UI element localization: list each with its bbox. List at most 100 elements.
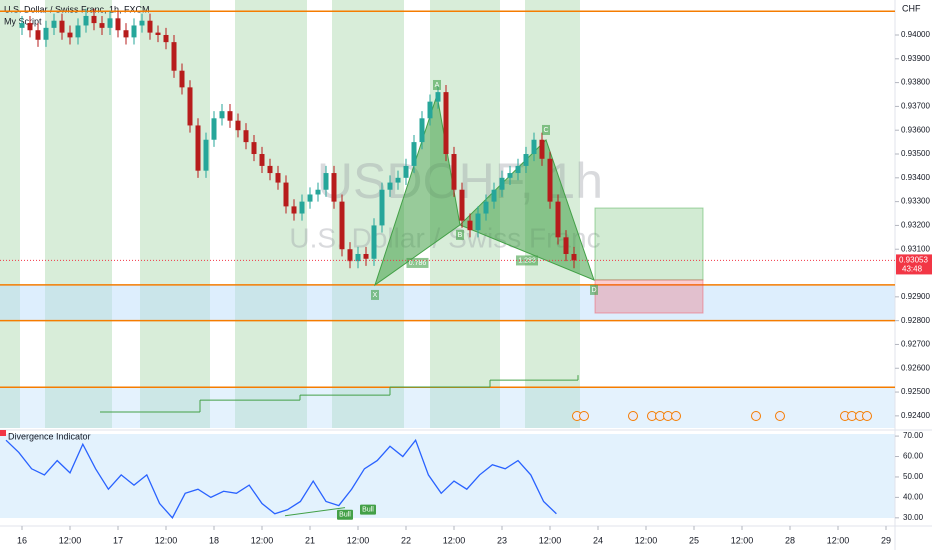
candle-body <box>259 154 265 166</box>
candle-body <box>539 139 545 159</box>
candle-body <box>235 120 241 131</box>
pattern-point-badge <box>542 124 550 135</box>
x-tick-label: 18 <box>209 535 219 545</box>
candle-body <box>451 154 457 190</box>
bull-label: Bull <box>362 506 374 513</box>
candle-body <box>459 189 465 221</box>
y-tick-label: 0.93400 <box>901 173 930 182</box>
candle-body <box>67 32 73 38</box>
candle-body <box>339 201 345 250</box>
candle-body <box>379 189 385 226</box>
y-tick-label: 0.93200 <box>901 221 930 230</box>
candle-body <box>507 173 513 178</box>
candle-body <box>75 25 81 38</box>
candle-body <box>219 111 225 119</box>
pattern-point-label: A <box>435 82 440 89</box>
candle-body <box>331 173 337 202</box>
candle-body <box>251 142 257 155</box>
target-box <box>594 207 704 281</box>
divergence-line <box>284 507 346 517</box>
indicator-tick-label: 60.00 <box>903 452 924 461</box>
event-icon[interactable] <box>775 411 785 421</box>
y-tick-label: 0.92400 <box>901 411 930 420</box>
x-tick-label: 23 <box>497 535 507 545</box>
x-tick-label: 17 <box>113 535 123 545</box>
candle-body <box>267 165 273 174</box>
indicator-band <box>0 434 895 518</box>
candle-body <box>179 70 185 88</box>
event-icon[interactable] <box>628 411 638 421</box>
candle-body <box>91 15 97 24</box>
stop-box <box>594 279 704 314</box>
candle-body <box>523 154 529 166</box>
candle-body <box>307 194 313 202</box>
candle-body <box>123 30 129 38</box>
x-tick-label: 29 <box>881 535 891 545</box>
y-tick-label: 0.92700 <box>901 340 930 349</box>
x-tick-label: 24 <box>593 535 603 545</box>
candle-body <box>107 18 113 28</box>
candle-body <box>211 118 217 140</box>
candle-body <box>59 20 65 33</box>
candle-body <box>195 125 201 171</box>
x-tick-label: 12:00 <box>827 535 850 545</box>
candle-body <box>531 139 537 155</box>
candle-body <box>35 30 41 40</box>
bull-badge <box>360 504 376 515</box>
candle-body <box>395 177 401 183</box>
event-icon[interactable] <box>751 411 761 421</box>
ratio-badge <box>516 255 538 266</box>
candle-body <box>435 92 441 102</box>
candle-body <box>491 189 497 202</box>
x-tick-label: 12:00 <box>155 535 178 545</box>
candle-body <box>563 237 569 254</box>
pattern-point-badge <box>590 284 598 295</box>
candle-body <box>99 23 105 28</box>
pattern-point-label: D <box>591 287 596 294</box>
indicator-tick-label: 30.00 <box>903 513 924 522</box>
event-icon[interactable] <box>862 411 872 421</box>
currency: CHF <box>902 3 921 13</box>
candle-body <box>547 158 553 202</box>
ratio-label: 1.283 <box>518 257 536 264</box>
event-icon[interactable] <box>671 411 681 421</box>
candle-body <box>363 253 369 259</box>
pattern-point-label: B <box>458 232 463 239</box>
candle-body <box>371 225 377 259</box>
indicator-tick-label: 50.00 <box>903 472 924 481</box>
y-tick-label: 0.93900 <box>901 54 930 63</box>
candle-body <box>171 42 177 71</box>
candle-body <box>115 18 121 31</box>
x-tick-label: 12:00 <box>347 535 370 545</box>
indicator-tick-label: 40.00 <box>903 493 924 502</box>
pattern-point-badge <box>371 289 379 300</box>
candle-body <box>475 213 481 231</box>
event-icon[interactable] <box>579 411 589 421</box>
x-tick-label: 12:00 <box>59 535 82 545</box>
candle-body <box>83 15 89 26</box>
y-tick-label: 0.92600 <box>901 363 930 372</box>
x-tick-label: 28 <box>785 535 795 545</box>
script-name: My Script <box>4 16 42 26</box>
x-tick-label: 12:00 <box>443 535 466 545</box>
x-tick-label: 12:00 <box>731 535 754 545</box>
ratio-label: 0.786 <box>409 260 427 267</box>
pattern-point-label: X <box>373 292 378 299</box>
candle-body <box>427 101 433 119</box>
y-tick-label: 0.93300 <box>901 197 930 206</box>
candle-body <box>147 20 153 33</box>
candle-body <box>499 177 505 190</box>
candle-body <box>27 23 33 31</box>
bull-badge <box>337 509 353 520</box>
y-tick-label: 0.92900 <box>901 292 930 301</box>
candle-body <box>443 92 449 155</box>
last-price-badge <box>896 254 932 275</box>
x-tick-label: 12:00 <box>539 535 562 545</box>
candle-body <box>571 253 577 261</box>
x-tick-label: 25 <box>689 535 699 545</box>
bull-label: Bull <box>339 512 351 519</box>
zone-band <box>0 285 895 320</box>
candle-body <box>403 165 409 178</box>
candle-body <box>131 25 137 38</box>
